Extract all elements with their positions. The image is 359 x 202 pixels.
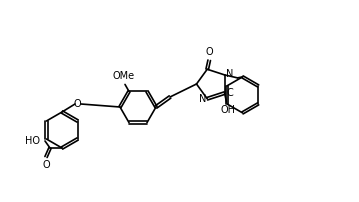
Text: HO: HO (25, 136, 41, 145)
Text: C: C (226, 88, 233, 98)
Text: O: O (42, 161, 50, 170)
Text: N: N (199, 94, 206, 104)
Text: OH: OH (220, 105, 235, 115)
Text: OMe: OMe (113, 72, 135, 81)
Text: O: O (74, 99, 81, 108)
Text: N: N (226, 69, 233, 79)
Text: O: O (205, 47, 213, 57)
